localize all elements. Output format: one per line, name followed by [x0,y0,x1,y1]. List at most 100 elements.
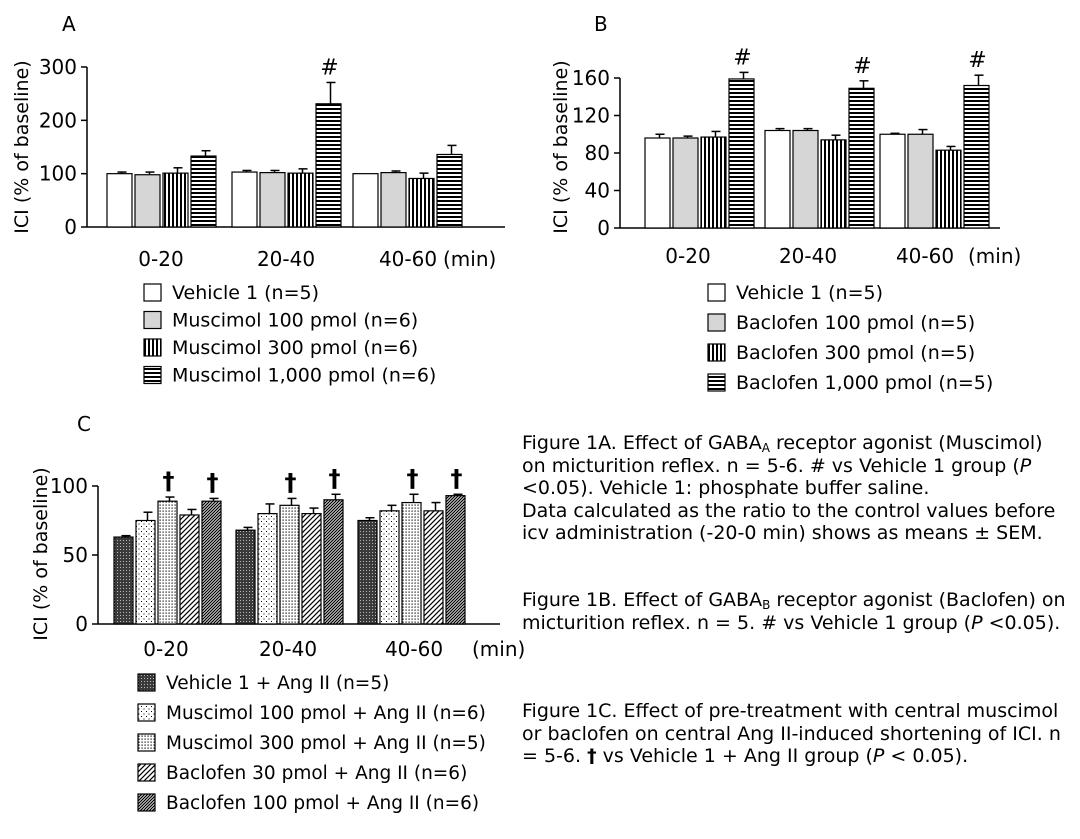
panel-a-y-tick-label: 0 [64,215,77,239]
panel-b-legend-label: Baclofen 300 pmol (n=5) [736,342,975,364]
panel-b-bar [700,136,727,229]
panel-c-legend-label: Muscimol 300 pmol + Ang II (n=5) [166,733,486,754]
panel-c-bar [235,529,256,625]
panel-c-bar [257,512,278,625]
panel-a-bar [352,173,379,228]
panel-c-legend-swatch [137,733,156,752]
panel-b-chart: B ICI (% of baseline) 0 40 80 120 160 0-20 20-40… [550,12,1021,394]
panel-c-x-tick-label: 20-40 [259,637,317,661]
panel-a-legend-swatch [143,338,162,357]
panel-a-significance-mark: # [320,55,338,80]
panel-b-legend-label: Baclofen 100 pmol (n=5) [736,312,975,334]
panel-c-bar [379,510,400,625]
panel-c-bar [401,501,422,625]
caption-c-post: vs Vehicle 1 + Ang II group ( [596,745,873,767]
panel-b-letter: B [594,12,608,36]
panel-c-legend-swatch [137,793,156,812]
panel-b-y-tick-label: 120 [572,104,610,128]
panel-b-bar [907,133,934,229]
panel-a-bar [231,171,258,228]
panel-c-significance-mark: † [451,464,463,492]
caption-b-pre: Figure 1B. Effect of GABA [522,589,763,611]
panel-a-bar [287,172,314,228]
caption-c-tail: < 0.05). [884,745,969,767]
panel-c-significance-mark: † [329,464,341,492]
panel-a-bar [162,172,189,228]
panel-b-x-unit-label: (min) [968,244,1021,268]
panel-a-bar [436,153,463,228]
panel-c-bar [179,514,200,625]
panel-a-legend-label: Muscimol 1,000 pmol (n=6) [172,365,436,387]
panel-a-bar [106,173,133,228]
panel-c-significance-mark: † [163,467,175,495]
panel-c-bar [135,519,156,625]
panel-a-x-tick-label: 20-40 [257,247,315,271]
panel-b-bar [764,129,791,229]
panel-b-bar [963,84,990,229]
panel-a-bar [380,172,407,228]
panel-b-bar [935,149,962,229]
panel-c-bar [279,504,300,625]
panel-a-legend-swatch [143,310,162,330]
panel-a-bar [190,155,217,228]
panel-b-x-tick-label: 20-40 [779,244,837,268]
panel-c-significance-mark: † [207,468,219,496]
panel-a-y-tick-label: 200 [39,108,77,132]
panel-c-bar [323,499,344,625]
panel-c-y-tick-label: 100 [50,474,88,498]
caption-c-p: P [872,745,885,767]
panel-c-bar [301,512,322,625]
panel-b-legend-label: Vehicle 1 (n=5) [736,282,883,304]
panel-c-x-tick-label: 40-60 [385,637,443,661]
panel-a-legend-label: Vehicle 1 (n=5) [172,282,319,304]
panel-b-bar [879,133,906,229]
panel-b-y-tick-label: 0 [597,216,610,240]
caption-a-post: receptor agonist (Muscimol) on micturiti… [522,432,1043,477]
panel-a-letter: A [62,12,76,36]
panel-b-bar [848,87,875,229]
panel-b-bar [728,78,755,229]
caption-b-sub: B [762,598,771,612]
panel-a-bar [134,174,161,228]
panel-b-significance-mark: # [853,54,871,79]
panel-a-y-axis-label: ICI (% of baseline) [11,60,33,233]
panel-a-legend-swatch [143,283,162,302]
panel-c-bar [113,536,134,625]
caption-figure-1a: Figure 1A. Effect of GABAA receptor agon… [522,432,1072,545]
panel-a-legend-swatch [143,365,162,385]
panel-b-significance-mark: # [733,45,751,70]
caption-a-sub: A [761,441,770,455]
caption-c-pre: Figure 1C. Effect of pre-treatment with … [522,700,1061,767]
panel-c-y-tick-label: 50 [63,543,88,567]
panel-c-y-axis-label: ICI (% of baseline) [30,467,52,640]
panel-c-y-tick-label: 0 [75,612,88,636]
panel-a-x-tick-label: 0-20 [138,247,183,271]
panel-c-legend-label: Baclofen 100 pmol + Ang II (n=6) [166,793,479,814]
caption-b-p: P [971,611,983,634]
panel-c-bar [157,500,178,625]
panel-b-x-tick-label: 40-60 [896,244,954,268]
panel-b-legend-swatch [707,313,726,332]
panel-b-bar [820,139,847,229]
panel-a-x-tick-label: 40-60 [379,247,437,271]
panel-a-bar [259,172,286,228]
panel-b-x-tick-label: 0-20 [665,244,710,268]
panel-c-significance-mark: † [285,468,297,496]
panel-b-bar [672,137,699,229]
panel-b-legend-swatch [707,343,726,362]
caption-c-dagger: † [587,745,597,767]
panel-c-bar [201,500,222,625]
panel-a-bar [315,103,342,228]
panel-a-legend-label: Muscimol 100 pmol (n=6) [172,310,418,332]
caption-figure-1c: Figure 1C. Effect of pre-treatment with … [522,700,1072,768]
panel-b-bar [644,137,671,229]
caption-a-line2: Data calculated as the ratio to the cont… [522,499,1056,545]
panel-b-y-tick-label: 40 [585,179,610,203]
panel-a-y-tick-label: 300 [39,55,77,79]
caption-a-tail: <0.05). Vehicle 1: phosphate buffer sali… [522,477,930,499]
panel-b-significance-mark: # [968,48,986,73]
panel-b-y-tick-label: 80 [585,141,610,165]
caption-a-pre: Figure 1A. Effect of GABA [522,432,762,454]
panel-b-bar [792,129,819,229]
